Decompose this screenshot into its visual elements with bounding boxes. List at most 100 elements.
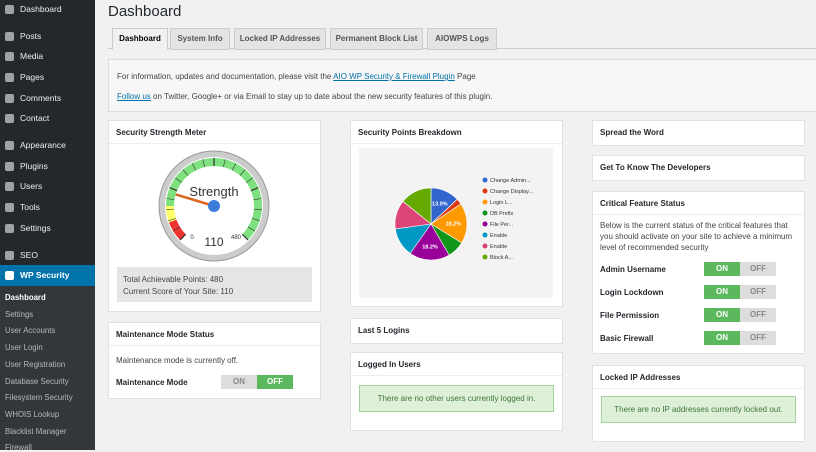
submenu-item[interactable]: User Accounts <box>5 326 56 336</box>
current-score: Current Score of Your Site: 110 <box>123 287 234 296</box>
gauge-max: 480 <box>231 235 242 241</box>
legend-swatch <box>482 188 488 194</box>
menu-item[interactable]: Posts <box>20 31 42 41</box>
submenu-item[interactable]: Blacklist Manager <box>5 426 67 436</box>
toggle[interactable]: ON OFF <box>704 331 776 345</box>
submenu-item[interactable]: WHOIS Lookup <box>5 409 60 419</box>
sidebar-icon <box>5 182 14 191</box>
submenu-item[interactable]: Dashboard <box>5 293 46 302</box>
gauge-tick <box>168 218 177 222</box>
sidebar-icon <box>5 73 14 82</box>
panel-title: Get To Know The Developers <box>600 163 711 172</box>
gauge-value: 110 <box>204 235 223 249</box>
toggle-on: ON <box>704 331 740 345</box>
tab[interactable]: Locked IP Addresses <box>234 28 326 50</box>
link[interactable]: AIO WP Security & Firewall Plugin <box>333 72 455 81</box>
sidebar-icon <box>5 5 14 14</box>
gauge-tick <box>174 177 182 183</box>
menu-item[interactable]: WP Security <box>20 270 70 280</box>
menu-item[interactable]: Media <box>20 51 44 61</box>
panel-title: Maintenance Mode Status <box>116 330 215 339</box>
menu-item[interactable]: Plugins <box>20 161 48 171</box>
menu-item[interactable]: Comments <box>20 93 62 103</box>
critical-panel: Critical Feature Status Below is the cur… <box>592 191 805 354</box>
menu-item[interactable]: Dashboard <box>20 4 62 14</box>
tab[interactable]: AIOWPS Logs <box>427 28 497 50</box>
toggle[interactable]: ON OFF <box>704 285 776 299</box>
panel-title: Logged In Users <box>358 360 421 369</box>
gauge-min: 0 <box>190 235 194 241</box>
sidebar-icon <box>5 94 14 103</box>
legend-label: Enable <box>490 244 507 250</box>
submenu-item[interactable]: Filesystem Security <box>5 393 73 403</box>
sidebar-icon <box>5 251 14 260</box>
menu-item[interactable]: Users <box>20 181 43 191</box>
info-line: Follow us on Twitter, Google+ or via Ema… <box>117 92 492 101</box>
sidebar-icon <box>5 114 14 123</box>
legend-swatch <box>482 199 488 205</box>
gauge-needle <box>175 193 215 208</box>
gauge-tick <box>247 226 256 232</box>
tab[interactable]: Permanent Block List <box>330 28 423 50</box>
legend-label: Change Display... <box>490 189 533 195</box>
gauge-tick <box>239 169 246 176</box>
slice-label: 13.0% <box>432 202 448 208</box>
maintenance-label: Maintenance Mode <box>116 378 188 387</box>
pie-chart: 13.0% 18.2% 18.2% Change Admin... Change Dis… <box>359 148 553 298</box>
gauge-tick <box>231 163 237 171</box>
toggle[interactable]: ON OFF <box>704 308 776 322</box>
gauge-tick <box>250 187 259 192</box>
score-box: Total Achievable Points: 480 Current Sco… <box>117 267 312 302</box>
panel-title: Locked IP Addresses <box>600 373 681 382</box>
legend-swatch <box>482 254 488 260</box>
sidebar-icon <box>5 224 14 233</box>
gauge-tick <box>251 218 260 222</box>
legend-swatch <box>482 210 488 216</box>
menu-item[interactable]: Tools <box>20 202 40 212</box>
submenu-item[interactable]: User Registration <box>5 359 66 369</box>
logins-panel: Last 5 Logins <box>350 318 563 344</box>
tab[interactable]: Dashboard <box>112 28 168 50</box>
legend-swatch <box>482 232 488 238</box>
submenu-item[interactable]: User Login <box>5 343 43 353</box>
menu-item[interactable]: Appearance <box>20 140 66 150</box>
breakdown-panel: Security Points Breakdown 13.0% 18.2% 18.2… <box>350 120 563 307</box>
tab[interactable]: System Info <box>170 28 230 50</box>
notice: There are no other users currently logge… <box>359 385 554 412</box>
toggle-off: OFF <box>740 331 776 345</box>
gauge-tick <box>246 177 254 183</box>
pie-slice <box>409 223 450 261</box>
feature-label: Admin Username <box>600 265 666 274</box>
toggle[interactable]: ON OFF <box>704 262 776 276</box>
toggle-on: ON <box>704 308 740 322</box>
spread-panel: Spread the Word <box>592 120 805 146</box>
legend-label: Enable <box>490 233 507 239</box>
gauge-tick <box>166 208 175 211</box>
text: on Twitter, Google+ or via Email to stay… <box>153 92 493 101</box>
gauge-tick <box>182 169 189 176</box>
panel-title: Last 5 Logins <box>358 326 410 335</box>
sidebar-icon <box>5 52 14 61</box>
text: Page <box>457 72 476 81</box>
gauge-tick <box>253 198 262 201</box>
active-menu-bg <box>0 265 95 286</box>
toggle-off: OFF <box>740 262 776 276</box>
gauge-tick <box>241 233 249 241</box>
panel-title: Security Points Breakdown <box>358 128 462 137</box>
gauge-tick <box>253 208 262 211</box>
link[interactable]: Follow us <box>117 92 151 101</box>
sidebar-icon <box>5 141 14 150</box>
gauge-tick <box>166 198 175 201</box>
submenu-item[interactable]: Firewall <box>5 443 32 452</box>
sidebar-icon <box>5 203 14 212</box>
menu-item[interactable]: Contact <box>20 113 50 123</box>
submenu-item[interactable]: Database Security <box>5 376 69 386</box>
info-box: For information, updates and documentati… <box>108 59 816 112</box>
toggle[interactable]: ON OFF <box>221 375 293 389</box>
menu-item[interactable]: Settings <box>20 223 51 233</box>
notice: There are no IP addresses currently lock… <box>601 396 796 423</box>
menu-item[interactable]: Pages <box>20 72 45 82</box>
submenu-item[interactable]: Settings <box>5 309 34 319</box>
menu-item[interactable]: SEO <box>20 250 38 260</box>
